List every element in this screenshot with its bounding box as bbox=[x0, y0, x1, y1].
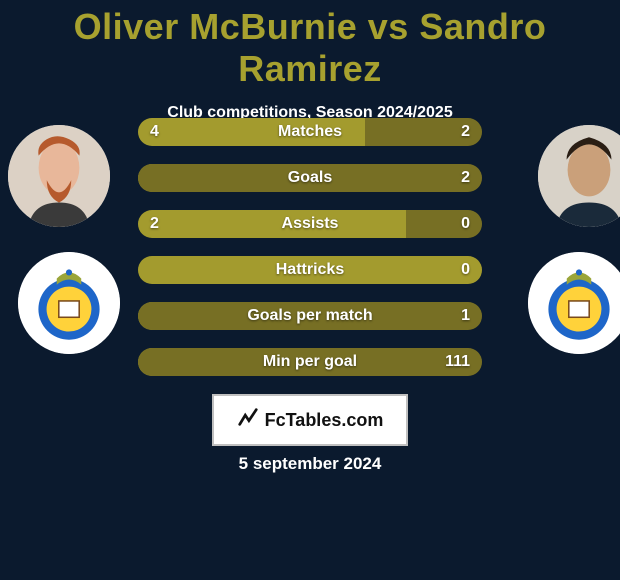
brand-text: FcTables.com bbox=[265, 410, 384, 431]
stat-label: Assists bbox=[138, 210, 482, 238]
brand-icon bbox=[237, 406, 259, 434]
stat-label: Hattricks bbox=[138, 256, 482, 284]
stat-row: 0Hattricks bbox=[138, 256, 482, 284]
player2-club-badge bbox=[528, 252, 620, 354]
brand-badge: FcTables.com bbox=[212, 394, 408, 446]
page-title: Oliver McBurnie vs Sandro Ramirez bbox=[0, 0, 620, 90]
stat-label: Matches bbox=[138, 118, 482, 146]
player1-club-badge bbox=[18, 252, 120, 354]
stat-row: 2Goals bbox=[138, 164, 482, 192]
stat-row: 42Matches bbox=[138, 118, 482, 146]
stats-panel: 42Matches 2Goals 20Assists 0Hattricks 1Goals… bbox=[138, 118, 482, 394]
date: 5 september 2024 bbox=[0, 454, 620, 474]
player2-avatar bbox=[538, 125, 620, 227]
stat-row: 20Assists bbox=[138, 210, 482, 238]
stat-row: 1Goals per match bbox=[138, 302, 482, 330]
stat-label: Min per goal bbox=[138, 348, 482, 376]
stat-row: 111Min per goal bbox=[138, 348, 482, 376]
title-vs: vs bbox=[368, 6, 409, 47]
stat-label: Goals bbox=[138, 164, 482, 192]
player1-avatar bbox=[8, 125, 110, 227]
stat-label: Goals per match bbox=[138, 302, 482, 330]
title-player1: Oliver McBurnie bbox=[74, 6, 358, 47]
